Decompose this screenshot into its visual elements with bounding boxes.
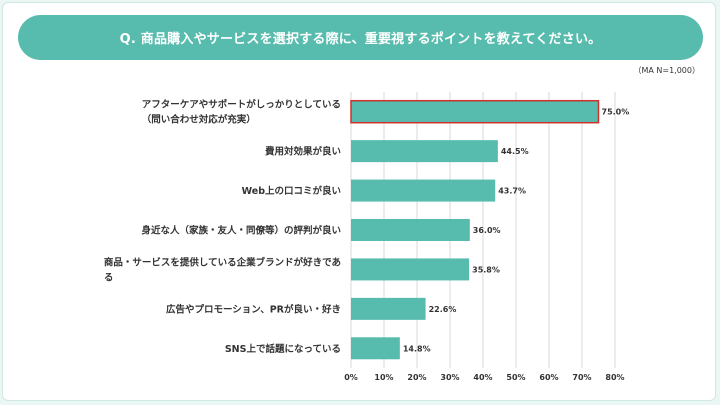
bar: [351, 297, 426, 320]
x-tick-label: 30%: [440, 373, 459, 382]
value-label: 43.7%: [498, 187, 526, 196]
value-label: 22.6%: [429, 305, 457, 314]
value-label: 36.0%: [473, 226, 501, 235]
category-label: 費用対効果が良い: [265, 146, 341, 158]
bar: [351, 219, 470, 241]
bar: [351, 179, 496, 202]
category-label: 広告やプロモーション、PRが良い・好き: [166, 303, 341, 315]
x-tick-label: 70%: [572, 373, 591, 382]
category-label: Web上の口コミが良い: [242, 185, 341, 197]
x-tick-label: 80%: [605, 373, 624, 382]
x-tick-label: 50%: [506, 373, 525, 382]
category-label: （問い合わせ対応が充実）: [142, 114, 256, 126]
x-tick-label: 0%: [344, 373, 358, 382]
category-label: アフターケアやサポートがしっかりとしている: [142, 99, 341, 111]
bar-highlighted: [350, 99, 600, 124]
value-label: 44.5%: [501, 147, 529, 156]
value-label: 14.8%: [403, 344, 431, 353]
bar: [351, 337, 400, 360]
x-tick-label: 40%: [473, 373, 492, 382]
x-tick-label: 60%: [539, 373, 558, 382]
question-title: Q. 商品購入やサービスを選択する際に、重要視するポイントを教えてください。: [119, 32, 602, 47]
x-tick-label: 20%: [407, 373, 426, 382]
sample-size-note: （MA N=1,000）: [633, 66, 700, 75]
category-label: 身近な人（家族・友人・同僚等）の評判が良い: [141, 225, 341, 237]
bar: [351, 258, 470, 281]
category-label: SNS上で話題になっている: [225, 343, 341, 355]
x-tick-label: 10%: [374, 373, 393, 382]
value-label: 35.8%: [472, 265, 500, 274]
category-label: 商品・サービスを提供している企業ブランドが好きであ: [104, 256, 341, 268]
category-label: る: [104, 272, 114, 283]
value-label: 75.0%: [602, 108, 630, 117]
bar: [351, 140, 498, 163]
question-banner: Q. 商品購入やサービスを選択する際に、重要視するポイントを教えてください。: [18, 15, 703, 60]
